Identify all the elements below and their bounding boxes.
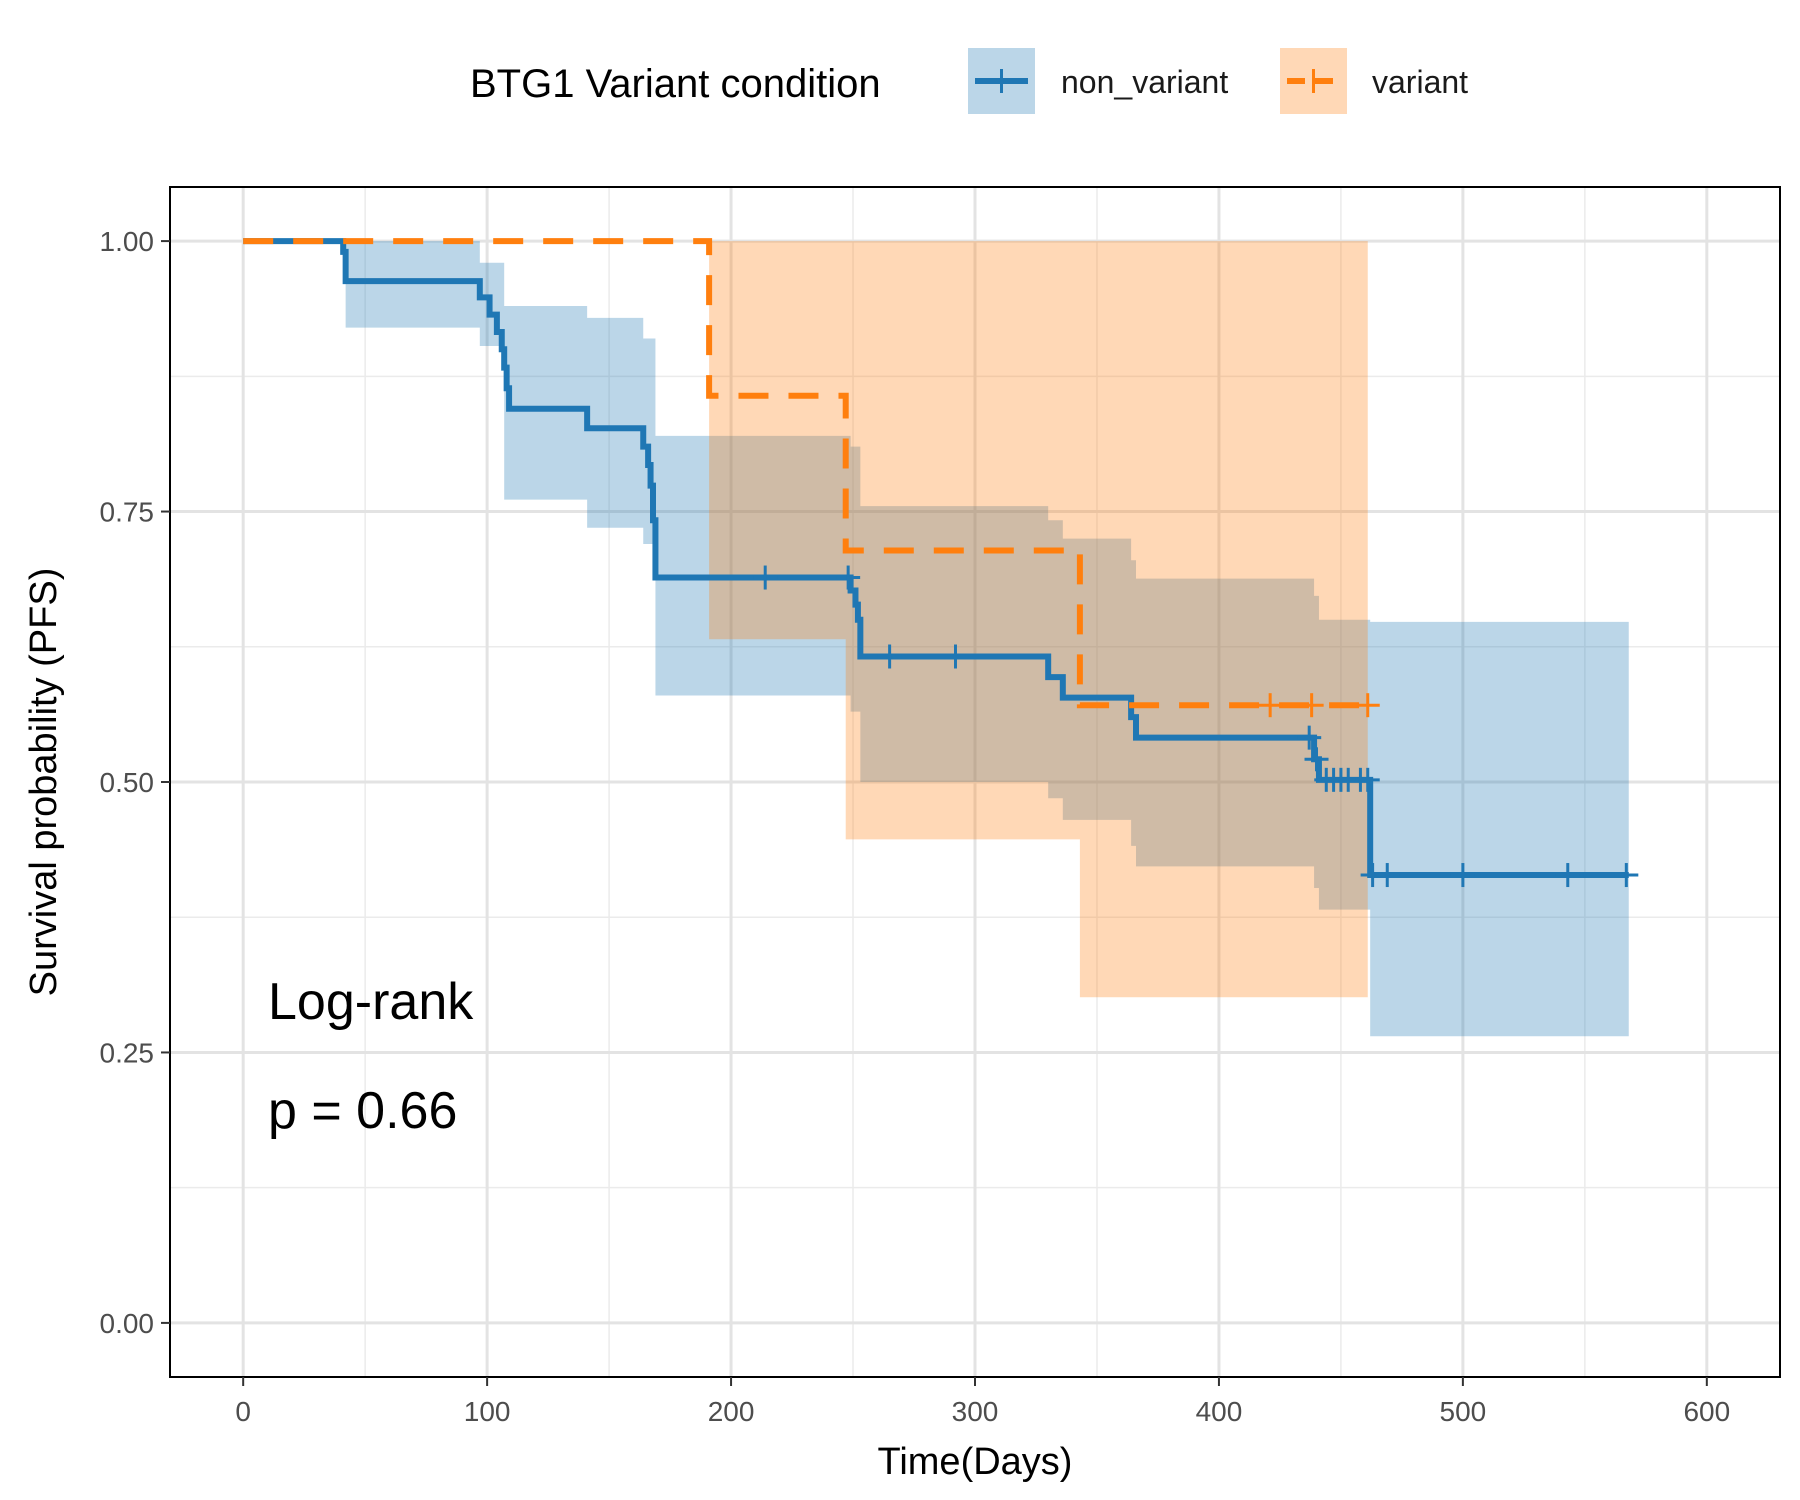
grid-lines bbox=[170, 187, 1780, 1377]
curve-non-variant bbox=[243, 238, 1629, 879]
censor-marks bbox=[753, 565, 1639, 888]
x-tick-label: 300 bbox=[952, 1396, 999, 1427]
confidence-bands bbox=[243, 241, 1629, 1037]
x-tick-label: 100 bbox=[464, 1396, 511, 1427]
y-tick-label: 0.75 bbox=[100, 497, 155, 528]
x-axis-title: Time(Days) bbox=[878, 1441, 1073, 1483]
y-tick-label: 0.00 bbox=[100, 1308, 155, 1339]
y-tick-label: 0.50 bbox=[100, 767, 155, 798]
curve-variant bbox=[243, 238, 1371, 709]
y-tick-label: 1.00 bbox=[100, 226, 155, 257]
x-tick-label: 500 bbox=[1440, 1396, 1487, 1427]
x-tick-label: 0 bbox=[235, 1396, 251, 1427]
y-tick-label: 0.25 bbox=[100, 1037, 155, 1068]
y-axis-title: Survival probability (PFS) bbox=[23, 568, 65, 997]
ci-band-variant bbox=[243, 241, 1368, 998]
logrank-label: Log-rank bbox=[268, 973, 474, 1031]
x-tick-label: 400 bbox=[1196, 1396, 1243, 1427]
legend: BTG1 Variant condition non_variant varia… bbox=[470, 48, 1468, 114]
x-tick-label: 600 bbox=[1683, 1396, 1730, 1427]
x-tick-label: 200 bbox=[708, 1396, 755, 1427]
legend-title: BTG1 Variant condition bbox=[470, 62, 881, 106]
survival-curves bbox=[243, 238, 1629, 879]
legend-label-non-variant: non_variant bbox=[1061, 64, 1228, 100]
axis-ticks: 0 100 200 300 400 500 600 0.00 0.25 0.50 0.75 1.00 bbox=[100, 226, 1731, 1427]
legend-label-variant: variant bbox=[1372, 64, 1468, 100]
p-value-label: p = 0.66 bbox=[268, 1082, 457, 1140]
ci-band-non-variant bbox=[243, 241, 1629, 1037]
